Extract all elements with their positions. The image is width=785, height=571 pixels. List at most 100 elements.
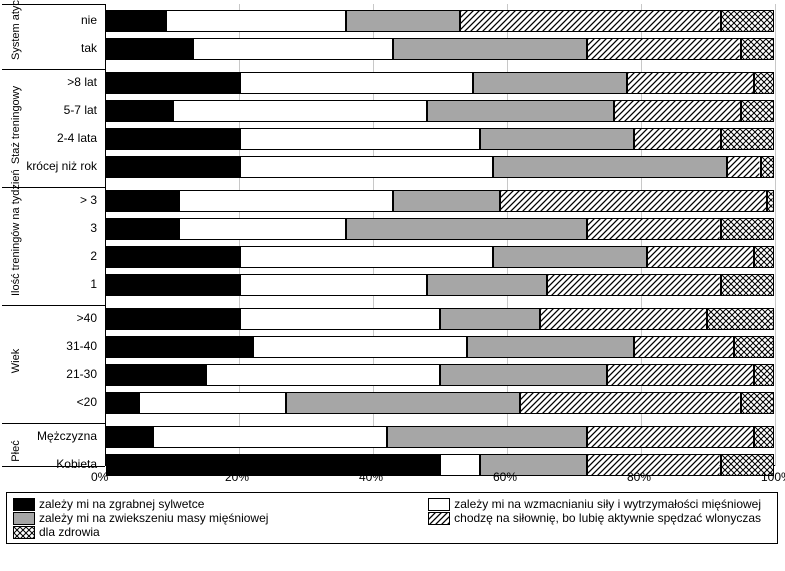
bar-segment-s3 bbox=[427, 274, 547, 296]
bar-segment-s1 bbox=[106, 190, 179, 212]
legend-label: zależy mi na zgrabnej sylwetce bbox=[39, 497, 204, 511]
bar-row bbox=[106, 190, 774, 212]
bar-row bbox=[106, 274, 774, 296]
bar-segment-s5 bbox=[734, 336, 774, 358]
legend-swatch bbox=[428, 498, 450, 511]
legend-item: chodzę na siłownię, bo lubię aktywnie sp… bbox=[428, 511, 761, 525]
bar-segment-s2 bbox=[240, 308, 440, 330]
group-separator bbox=[2, 69, 105, 70]
bar-segment-s5 bbox=[707, 308, 774, 330]
bar-segment-s3 bbox=[427, 100, 614, 122]
bar-segment-s4 bbox=[587, 38, 741, 60]
bar-segment-s5 bbox=[754, 246, 774, 268]
bar-segment-s1 bbox=[106, 454, 440, 476]
bar-row bbox=[106, 38, 774, 60]
group-separator bbox=[2, 423, 105, 424]
bar-segment-s4 bbox=[547, 274, 721, 296]
bar-row bbox=[106, 10, 774, 32]
legend-label: chodzę na siłownię, bo lubię aktywnie sp… bbox=[454, 511, 761, 525]
bar-segment-s3 bbox=[387, 426, 587, 448]
x-tick-label: 20% bbox=[225, 470, 249, 484]
bar-segment-s3 bbox=[286, 392, 520, 414]
bar-segment-s5 bbox=[721, 10, 774, 32]
bar-row bbox=[106, 72, 774, 94]
bar-segment-s3 bbox=[346, 218, 586, 240]
legend-label: zależy mi na zwiekszeniu masy mięśniowej bbox=[39, 511, 268, 525]
legend-item: zależy mi na zgrabnej sylwetce bbox=[13, 497, 204, 511]
bar-segment-s4 bbox=[727, 156, 760, 178]
bar-row bbox=[106, 364, 774, 386]
group-separator bbox=[2, 466, 105, 467]
bar-segment-s2 bbox=[240, 72, 474, 94]
bar-segment-s2 bbox=[166, 10, 346, 32]
bar-segment-s1 bbox=[106, 274, 240, 296]
bar-segment-s4 bbox=[500, 190, 767, 212]
legend-item: zależy mi na zwiekszeniu masy mięśniowej bbox=[13, 511, 268, 525]
bar-segment-s5 bbox=[741, 38, 774, 60]
bar-row bbox=[106, 246, 774, 268]
bar-segment-s2 bbox=[173, 100, 427, 122]
legend-label: dla zdrowia bbox=[39, 525, 100, 539]
bar-segment-s1 bbox=[106, 218, 179, 240]
bar-segment-s1 bbox=[106, 72, 240, 94]
bar-segment-s4 bbox=[520, 392, 740, 414]
bar-segment-s1 bbox=[106, 246, 240, 268]
bar-row bbox=[106, 156, 774, 178]
bar-segment-s4 bbox=[587, 454, 721, 476]
x-tick-label: 60% bbox=[493, 470, 517, 484]
bar-segment-s2 bbox=[240, 274, 427, 296]
bar-segment-s5 bbox=[767, 190, 774, 212]
bar-segment-s2 bbox=[179, 218, 346, 240]
x-tick-label: 40% bbox=[359, 470, 383, 484]
bar-segment-s2 bbox=[240, 156, 494, 178]
legend-swatch bbox=[13, 526, 35, 539]
bar-row bbox=[106, 392, 774, 414]
bar-segment-s1 bbox=[106, 100, 173, 122]
bar-segment-s3 bbox=[346, 10, 460, 32]
bar-segment-s5 bbox=[754, 426, 774, 448]
bar-segment-s5 bbox=[754, 364, 774, 386]
bar-segment-s2 bbox=[193, 38, 393, 60]
legend-item: zależy mi na wzmacnianiu siły i wytrzyma… bbox=[428, 497, 761, 511]
group-label: System atyczn ość bbox=[10, 10, 22, 60]
bar-segment-s3 bbox=[493, 246, 647, 268]
bar-segment-s2 bbox=[440, 454, 480, 476]
bar-row bbox=[106, 336, 774, 358]
bar-segment-s3 bbox=[440, 308, 540, 330]
legend-swatch bbox=[428, 512, 450, 525]
bar-segment-s4 bbox=[460, 10, 721, 32]
bar-segment-s1 bbox=[106, 128, 240, 150]
bar-row bbox=[106, 426, 774, 448]
bar-segment-s1 bbox=[106, 10, 166, 32]
bar-row bbox=[106, 454, 774, 476]
bar-segment-s1 bbox=[106, 364, 206, 386]
bar-row bbox=[106, 308, 774, 330]
bar-segment-s4 bbox=[634, 128, 721, 150]
legend-item: dla zdrowia bbox=[13, 525, 100, 539]
legend-swatch bbox=[13, 498, 35, 511]
bar-row bbox=[106, 128, 774, 150]
bar-segment-s5 bbox=[754, 72, 774, 94]
bar-segment-s2 bbox=[253, 336, 467, 358]
bar-segment-s2 bbox=[240, 128, 480, 150]
bar-segment-s5 bbox=[761, 156, 774, 178]
x-tick-label: 0% bbox=[91, 470, 108, 484]
bar-segment-s3 bbox=[480, 128, 634, 150]
bar-segment-s4 bbox=[607, 364, 754, 386]
bar-segment-s3 bbox=[467, 336, 634, 358]
bar-segment-s4 bbox=[614, 100, 741, 122]
legend: zależy mi na zgrabnej sylwetcezależy mi … bbox=[6, 492, 778, 544]
bar-segment-s2 bbox=[139, 392, 286, 414]
bar-segment-s5 bbox=[721, 218, 774, 240]
group-label: Płeć bbox=[10, 426, 22, 476]
chart-container: { "chart":{ "type":"100pct-stacked-bar-h… bbox=[0, 0, 785, 571]
x-tick-label: 80% bbox=[627, 470, 651, 484]
bar-segment-s1 bbox=[106, 308, 240, 330]
bar-segment-s1 bbox=[106, 392, 139, 414]
group-label: Staż treningowy bbox=[10, 72, 22, 178]
bar-segment-s3 bbox=[493, 156, 727, 178]
bar-row bbox=[106, 218, 774, 240]
bar-segment-s5 bbox=[721, 274, 774, 296]
bar-segment-s2 bbox=[153, 426, 387, 448]
bar-segment-s2 bbox=[179, 190, 393, 212]
